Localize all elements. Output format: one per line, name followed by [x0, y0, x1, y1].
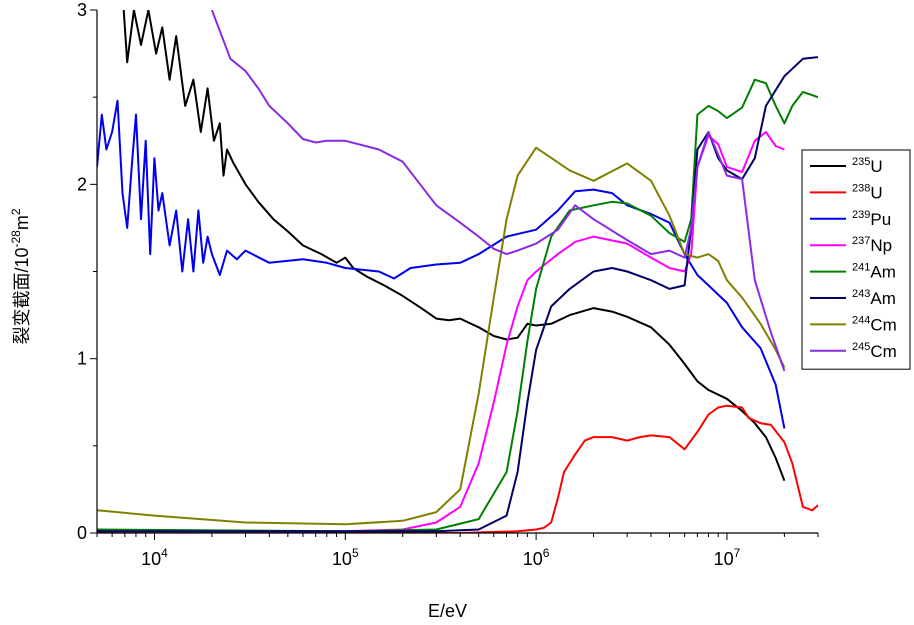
y-tick-label: 1: [77, 349, 87, 369]
legend-label: 237Np: [852, 235, 892, 255]
series-line-243-am: [97, 56, 818, 533]
series-layer: [97, 10, 818, 533]
series-line-241-am: [97, 78, 818, 533]
series-line-237-np: [97, 131, 785, 533]
series-line-235-u: [122, 10, 786, 482]
legend-label: 241Am: [852, 262, 896, 282]
x-tick-label: 104: [141, 546, 168, 569]
x-tick-label: 106: [523, 546, 550, 569]
legend-label: 243Am: [852, 288, 896, 308]
legend-label: 235U: [852, 156, 883, 176]
y-tick-label: 2: [77, 174, 87, 194]
legend-label: 244Cm: [852, 314, 897, 334]
x-tick-label: 107: [714, 546, 741, 569]
legend-label: 239Pu: [852, 209, 891, 229]
legend-label: 238U: [852, 182, 883, 202]
y-tick-label: 3: [77, 0, 87, 20]
series-line-244-cm: [97, 146, 786, 526]
x-axis-title: E/eV: [428, 601, 467, 621]
y-axis-title: 裂变截面/10-28m2: [9, 208, 32, 344]
legend-label: 245Cm: [852, 341, 897, 361]
legend-box: [801, 149, 911, 370]
legend: 235U 238U 239Pu 237Np 241Am 243Am 244Cm 245Cm: [801, 149, 911, 370]
series-line-238-u: [97, 404, 818, 533]
series-line-239-pu: [97, 99, 786, 429]
series-line-245-cm: [210, 10, 786, 372]
x-tick-label: 105: [332, 546, 359, 569]
axes: 104 105 106 107 0 1 2 3 E/eV 裂变截面/10-28m2: [9, 0, 819, 621]
y-tick-label: 0: [77, 523, 87, 543]
